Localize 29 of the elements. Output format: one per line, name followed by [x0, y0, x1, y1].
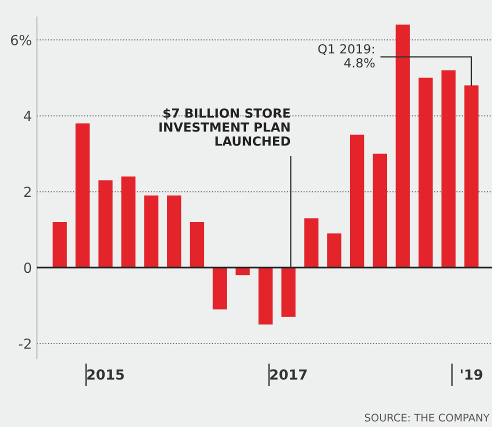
bar: [464, 85, 479, 268]
x-tick-label: '19: [460, 369, 482, 380]
y-tick-label: 0: [24, 262, 32, 274]
y-tick-label: -2: [18, 338, 31, 349]
bar: [396, 24, 410, 268]
bar: [76, 123, 90, 268]
bar: [190, 222, 204, 268]
bar: [281, 268, 296, 317]
bar: [418, 78, 433, 268]
bar: [144, 195, 158, 268]
x-tick-label: 2017: [270, 369, 307, 380]
bar: [327, 233, 342, 268]
bar: [441, 70, 456, 268]
bar: [52, 222, 67, 268]
bar: [350, 134, 364, 268]
bar: [121, 176, 136, 268]
annotation: Q1 2019: 4.8%: [318, 44, 375, 68]
bar: [167, 195, 182, 268]
x-tick-label: 2015: [87, 369, 124, 380]
y-tick-label: 6%: [10, 34, 32, 46]
y-tick-label: 2: [24, 186, 31, 197]
annotation: $7 BILLION STORE INVESTMENT PLAN LAUNCHED: [159, 108, 290, 146]
bar: [304, 218, 318, 268]
source-note: SOURCE: THE COMPANY: [364, 414, 490, 422]
bar: [98, 180, 113, 268]
bar: [258, 268, 273, 325]
y-tick-label: 4: [24, 110, 32, 122]
bar: [212, 268, 227, 310]
bar: [372, 154, 388, 268]
